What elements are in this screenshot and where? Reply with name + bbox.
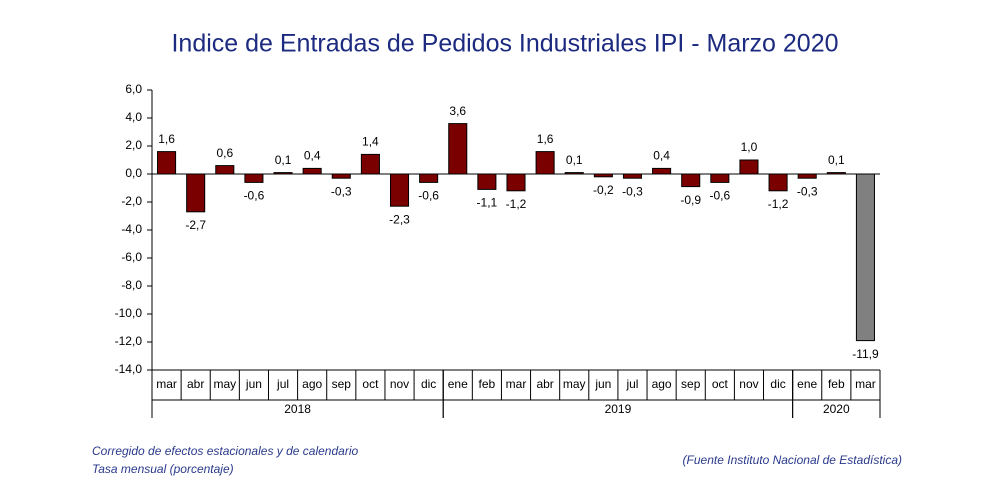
value-label: 1,6: [537, 132, 554, 146]
value-label: -0,6: [244, 189, 265, 203]
y-tick-label: -2,0: [121, 194, 142, 208]
value-label: -0,3: [622, 184, 643, 198]
value-label: 0,1: [566, 153, 583, 167]
value-label: -1,1: [477, 196, 498, 210]
y-tick-label: -8,0: [121, 278, 142, 292]
y-tick-label: -4,0: [121, 222, 142, 236]
value-label: -0,6: [418, 189, 439, 203]
group-label: 2018: [284, 402, 311, 416]
value-label: -2,3: [389, 212, 410, 226]
x-tick-label: nov: [390, 377, 409, 391]
bar: [564, 172, 584, 175]
bar: [331, 173, 351, 179]
x-tick-label: jun: [594, 377, 611, 391]
value-label: 0,1: [828, 153, 845, 167]
bar: [186, 173, 206, 213]
x-tick-label: ago: [652, 377, 672, 391]
value-label: 1,6: [158, 132, 175, 146]
x-tick-label: ene: [797, 377, 817, 391]
y-tick-label: 0,0: [125, 166, 142, 180]
value-label: -0,3: [797, 184, 818, 198]
bar: [826, 172, 846, 175]
x-tick-label: sep: [681, 377, 701, 391]
x-tick-label: abr: [187, 377, 204, 391]
bar: [448, 123, 468, 175]
x-tick-label: may: [563, 377, 586, 391]
x-tick-label: mar: [506, 377, 527, 391]
x-tick-label: feb: [479, 377, 496, 391]
bar: [419, 173, 439, 183]
bar: [652, 167, 672, 175]
bar: [739, 159, 759, 175]
value-label: 0,4: [653, 149, 670, 163]
note: Corregido de efectos estacionales y de c…: [92, 444, 358, 458]
chart-title: Indice de Entradas de Pedidos Industrial…: [171, 30, 838, 58]
bar: [768, 173, 788, 192]
value-label: -0,2: [593, 183, 614, 197]
value-label: -1,2: [506, 197, 527, 211]
value-label: 3,6: [449, 104, 466, 118]
value-label: 0,6: [216, 146, 233, 160]
value-label: 0,1: [275, 153, 292, 167]
bar: [389, 173, 410, 207]
x-tick-label: nov: [739, 377, 758, 391]
x-tick-label: abr: [536, 377, 553, 391]
x-tick-label: dic: [770, 377, 785, 391]
group-label: 2019: [605, 402, 632, 416]
value-label: -0,9: [680, 193, 701, 207]
bar: [797, 173, 817, 179]
x-tick-label: oct: [362, 377, 379, 391]
bar: [215, 165, 235, 175]
x-tick-label: dic: [421, 377, 436, 391]
note: Tasa mensual (porcentaje): [92, 462, 234, 476]
bar: [622, 173, 643, 179]
x-tick-label: ene: [448, 377, 468, 391]
bar: [593, 173, 613, 178]
value-label: 1,0: [741, 140, 758, 154]
value-label: -1,2: [768, 197, 789, 211]
bar: [681, 173, 701, 188]
source: (Fuente Instituto Nacional de Estadístic…: [683, 453, 902, 467]
value-label: 0,4: [304, 149, 321, 163]
y-tick-label: -14,0: [115, 362, 143, 376]
bar: [157, 151, 177, 175]
bar: [360, 153, 380, 175]
y-tick-label: -12,0: [115, 334, 143, 348]
x-tick-label: jul: [276, 377, 289, 391]
y-tick-label: 2,0: [125, 138, 142, 152]
bar: [302, 167, 322, 175]
y-tick-label: 4,0: [125, 110, 142, 124]
x-tick-label: oct: [712, 377, 729, 391]
bar: [244, 173, 264, 183]
x-tick-label: ago: [302, 377, 322, 391]
x-tick-label: jun: [245, 377, 262, 391]
bar: [535, 151, 555, 175]
y-tick-label: -6,0: [121, 250, 142, 264]
x-tick-label: mar: [855, 377, 876, 391]
bar: [506, 173, 526, 192]
x-tick-label: feb: [828, 377, 845, 391]
bar: [477, 173, 497, 190]
value-label: 1,4: [362, 135, 379, 149]
x-tick-label: may: [213, 377, 236, 391]
x-tick-label: jul: [625, 377, 638, 391]
x-tick-label: sep: [332, 377, 352, 391]
bar: [273, 172, 293, 175]
y-tick-label: 6,0: [125, 82, 142, 96]
value-label: -0,3: [331, 184, 352, 198]
value-label: -11,9: [852, 347, 879, 361]
bar: [855, 173, 875, 342]
group-label: 2020: [823, 402, 850, 416]
value-label: -2,7: [185, 218, 206, 232]
value-label: -0,6: [709, 189, 730, 203]
bar: [710, 173, 730, 183]
x-tick-label: mar: [156, 377, 177, 391]
y-tick-label: -10,0: [115, 306, 143, 320]
